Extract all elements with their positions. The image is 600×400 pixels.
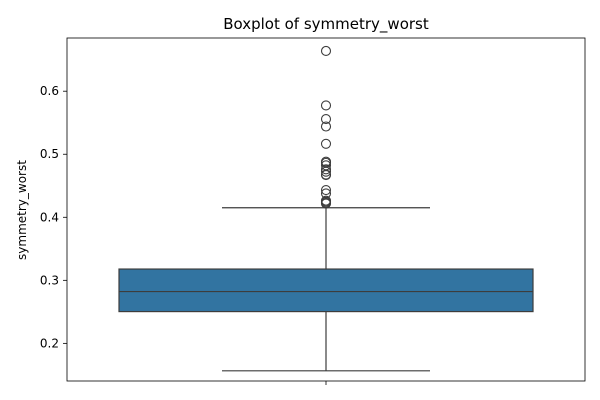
chart-title: Boxplot of symmetry_worst	[223, 15, 429, 34]
outlier-point	[320, 138, 332, 149]
outlier-point	[320, 198, 332, 209]
box-iqr	[118, 268, 534, 313]
outlier-group	[320, 45, 332, 209]
outlier-point	[320, 169, 332, 181]
y-tick-label: 0.6	[40, 84, 59, 98]
y-axis-label: symmetry_worst	[15, 160, 29, 260]
outlier-point	[320, 164, 332, 175]
y-axis-ticks: 0.2 0.3 0.4 0.5 0.6	[40, 84, 67, 350]
outlier-point	[320, 185, 332, 196]
outlier-point	[320, 45, 332, 57]
outlier-point	[320, 100, 332, 111]
outlier-point	[320, 121, 332, 132]
y-tick-label: 0.2	[40, 336, 59, 350]
box-group	[118, 207, 534, 372]
y-tick-label: 0.5	[40, 147, 59, 161]
outlier-point	[320, 166, 332, 177]
y-tick-label: 0.3	[40, 273, 59, 287]
outlier-point	[320, 114, 332, 125]
y-tick-label: 0.4	[40, 210, 59, 224]
